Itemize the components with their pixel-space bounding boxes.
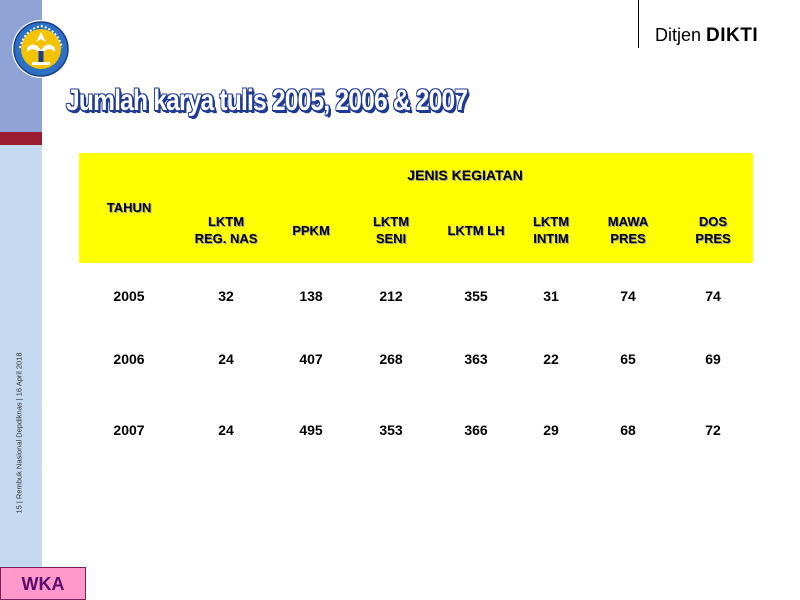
table-cell: 268 (379, 351, 403, 367)
table-cell: 72 (705, 422, 721, 438)
table-row-year: 2005 (113, 288, 145, 304)
column-header-dos-pres: DOS PRES (695, 214, 731, 246)
wka-badge: WKA (0, 567, 86, 600)
table-cell: 495 (299, 422, 323, 438)
table-cell: 353 (379, 422, 403, 438)
table-cell: 32 (218, 288, 234, 304)
column-header-lktm-intim: LKTM INTIM (532, 214, 570, 246)
table-row-year: 2007 (113, 422, 145, 438)
column-header-ppkm: PPKM (292, 223, 330, 238)
slide-title: Jumlah karya tulis 2005, 2006 & 2007 (66, 84, 468, 117)
table-cell: 29 (543, 422, 559, 438)
vertical-footer-text: 15 | Rembuk Nasional Depdiknas | 16 Apri… (14, 352, 24, 514)
table-row-year: 2006 (113, 351, 145, 367)
table-cell: 355 (464, 288, 488, 304)
table-cell: 138 (299, 288, 323, 304)
table-cell: 68 (620, 422, 636, 438)
table-cell: 74 (620, 288, 636, 304)
wka-badge-label: WKA (21, 574, 65, 594)
table-cell: 363 (464, 351, 488, 367)
group-column-header: JENIS KEGIATAN (407, 167, 523, 183)
table-cell: 212 (379, 288, 403, 304)
brand-name: DIKTI (706, 25, 759, 46)
table-cell: 366 (464, 422, 488, 438)
year-column-header: TAHUN (106, 200, 152, 215)
table-cell: 24 (218, 422, 234, 438)
table-cell: 65 (620, 351, 636, 367)
column-header-mawa-pres: MAWA PRES (607, 214, 649, 246)
table-header (79, 153, 753, 263)
table-cell: 22 (543, 351, 559, 367)
header-divider (638, 0, 639, 48)
tut-wuri-handayani-emblem-icon (12, 20, 70, 78)
table-cell: 69 (705, 351, 721, 367)
left-sidebar-accent-stripe (0, 132, 42, 145)
column-header-lktm-seni: LKTM SENI (372, 214, 410, 246)
brand-prefix: Ditjen (655, 25, 702, 45)
column-header-lktm-lh: LKTM LH (447, 223, 505, 238)
table-cell: 407 (299, 351, 323, 367)
table-cell: 31 (543, 288, 559, 304)
table-cell: 74 (705, 288, 721, 304)
brand-label: Ditjen DIKTI (655, 25, 758, 47)
column-header-lktm-reg-nas: LKTM REG. NAS (194, 214, 258, 246)
table-cell: 24 (218, 351, 234, 367)
